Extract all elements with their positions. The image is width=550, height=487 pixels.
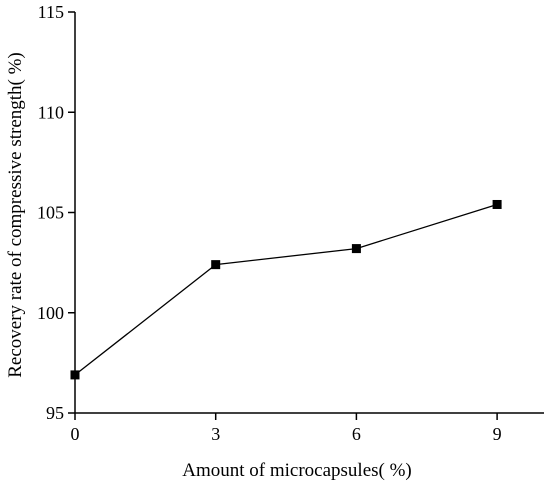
x-tick-label: 9 — [493, 424, 502, 444]
tick-marks — [68, 11, 498, 420]
series-line — [74, 203, 498, 376]
y-tick-label: 95 — [46, 403, 64, 423]
x-tick-label: 3 — [211, 424, 220, 444]
data-point — [492, 199, 502, 209]
y-tick-label: 105 — [37, 203, 64, 223]
data-point — [211, 260, 221, 270]
y-axis-title: Recovery rate of compressive strength( %… — [5, 52, 26, 378]
x-axis-title: Amount of microcapsules( %) — [182, 460, 412, 481]
series-group — [70, 199, 502, 380]
y-tick-label: 115 — [38, 2, 64, 22]
data-point — [70, 370, 80, 380]
x-tick-label: 6 — [352, 424, 361, 444]
y-tick-label: 110 — [38, 102, 64, 122]
y-tick-label: 100 — [37, 303, 64, 323]
tick-labels: 95 100 105 110 115 0 3 6 9 — [37, 2, 502, 444]
x-tick-label: 0 — [71, 424, 80, 444]
data-point — [351, 244, 361, 254]
